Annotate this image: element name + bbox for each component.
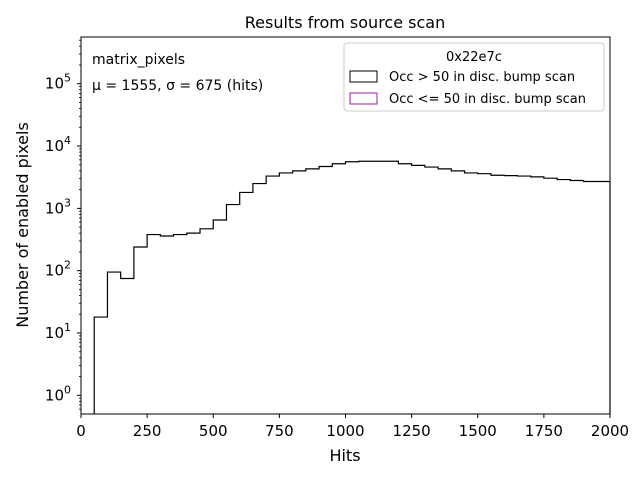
legend-box xyxy=(343,42,605,112)
x-tick-label: 1750 xyxy=(525,422,563,440)
histogram-bin xyxy=(478,174,491,414)
histogram-bin xyxy=(385,161,398,414)
histogram-bin xyxy=(597,181,610,414)
histogram-bin xyxy=(187,233,200,414)
x-tick-label: 2000 xyxy=(591,422,629,440)
histogram-bin xyxy=(451,171,464,414)
chart-title: Results from source scan xyxy=(245,13,445,32)
histogram-bin xyxy=(94,317,107,414)
histogram-bin xyxy=(266,176,279,414)
legend-label-occ-gt-50: Occ > 50 in disc. bump scan xyxy=(389,70,575,85)
y-tick-label: 103 xyxy=(45,196,71,217)
histogram-bin xyxy=(465,173,478,414)
histogram-bin xyxy=(147,235,160,414)
y-tick-label: 102 xyxy=(45,259,71,280)
y-tick-label: 100 xyxy=(45,383,71,404)
histogram-bin xyxy=(121,278,134,414)
histogram-bin xyxy=(319,166,332,414)
histogram-bin xyxy=(425,167,438,414)
axes-frame xyxy=(80,36,611,415)
histogram-bin xyxy=(372,161,385,414)
legend-swatch-occ-le-50 xyxy=(349,92,378,105)
histogram-bin xyxy=(584,181,597,414)
x-tick-label: 1250 xyxy=(393,422,431,440)
histogram-bin xyxy=(531,177,544,414)
histogram-bin xyxy=(517,176,530,414)
x-tick-label: 750 xyxy=(265,422,294,440)
x-tick-label: 1500 xyxy=(459,422,497,440)
legend-swatch-occ-gt-50 xyxy=(349,70,378,83)
histogram-bin xyxy=(253,184,266,414)
y-tick-label: 101 xyxy=(45,321,71,342)
histogram-bin xyxy=(491,175,504,414)
histogram-bin xyxy=(160,236,173,414)
histogram-bin xyxy=(107,272,120,414)
x-tick-label: 500 xyxy=(199,422,228,440)
histogram-bin xyxy=(398,164,411,414)
x-tick-label: 250 xyxy=(133,422,162,440)
stats-label: μ = 1555, σ = 675 (hits) xyxy=(92,78,263,94)
x-tick-label: 1000 xyxy=(326,422,364,440)
dataset-label: matrix_pixels xyxy=(92,52,185,68)
x-axis-label: Hits xyxy=(329,446,360,465)
histogram-bin xyxy=(293,171,306,414)
histogram-bin xyxy=(174,235,187,414)
histogram-bin xyxy=(200,229,213,414)
histogram-bin xyxy=(557,180,570,414)
y-axis-label: Number of enabled pixels xyxy=(13,122,32,328)
histogram-bin xyxy=(306,169,319,414)
histogram-bin xyxy=(544,178,557,414)
histogram-bin xyxy=(213,220,226,414)
legend-title: 0x22e7c xyxy=(446,50,502,65)
histogram-bin xyxy=(438,169,451,414)
histogram-bin xyxy=(346,162,359,414)
histogram-bin xyxy=(279,173,292,414)
histogram-bin xyxy=(570,180,583,414)
histogram-bin xyxy=(359,161,372,414)
histogram-bin xyxy=(332,164,345,414)
y-tick-label: 104 xyxy=(45,134,71,155)
histogram-bin xyxy=(504,176,517,414)
legend: 0x22e7c Occ > 50 in disc. bump scan Occ … xyxy=(343,42,605,112)
histogram-bin xyxy=(134,247,147,414)
y-tick-label: 105 xyxy=(45,72,71,93)
histogram-bin xyxy=(226,205,239,414)
histogram-series-line xyxy=(93,160,611,414)
histogram-bin xyxy=(412,165,425,414)
histogram-bin xyxy=(240,192,253,414)
legend-label-occ-le-50: Occ <= 50 in disc. bump scan xyxy=(389,92,586,107)
x-tick-label: 0 xyxy=(76,422,86,440)
